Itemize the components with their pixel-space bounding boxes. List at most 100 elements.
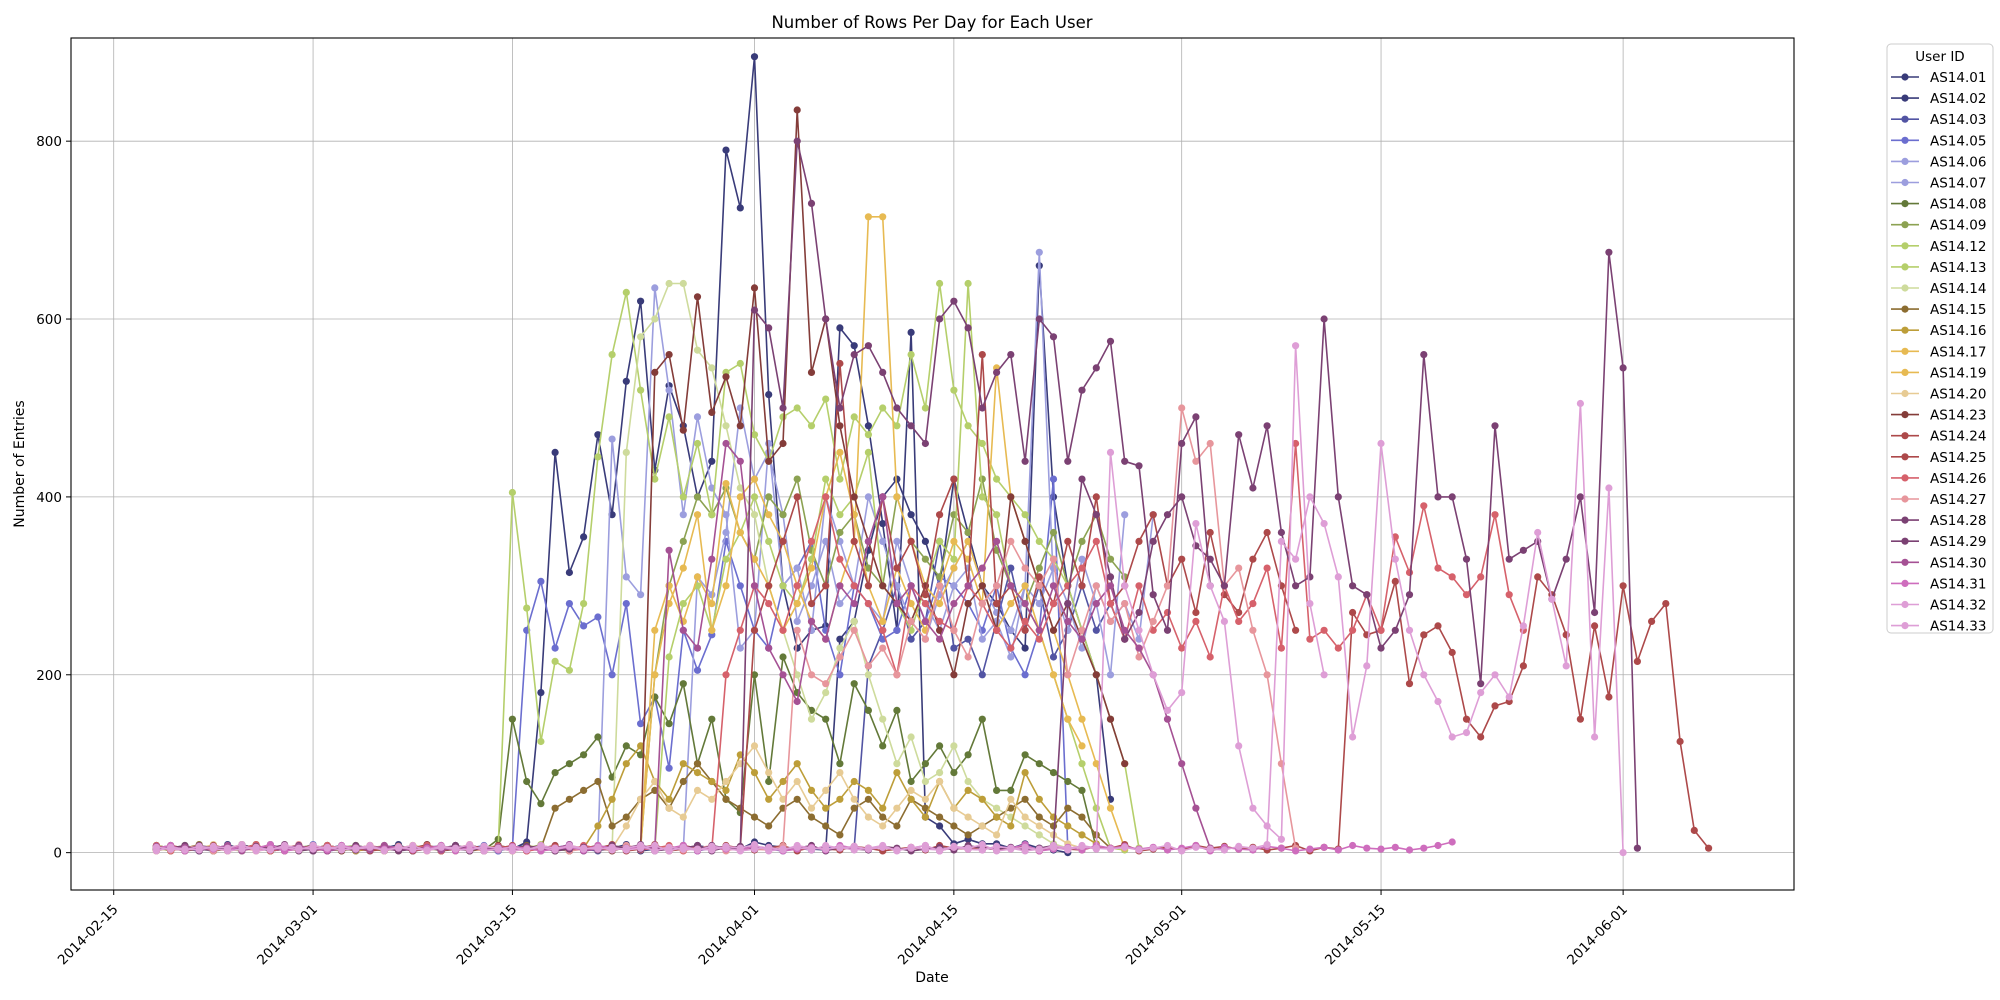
data-point bbox=[879, 644, 887, 652]
data-point bbox=[1035, 760, 1043, 768]
data-point bbox=[822, 582, 830, 590]
data-point bbox=[466, 846, 474, 854]
y-tick-label: 200 bbox=[36, 668, 62, 684]
legend-entry: AS14.08 bbox=[1891, 197, 1986, 213]
data-point bbox=[1448, 648, 1456, 657]
data-point bbox=[1049, 653, 1058, 661]
data-point bbox=[1178, 847, 1186, 855]
data-point bbox=[765, 600, 773, 608]
data-point bbox=[950, 626, 958, 634]
data-point bbox=[1007, 537, 1015, 546]
data-point bbox=[836, 769, 844, 777]
data-point bbox=[1263, 528, 1271, 537]
data-point bbox=[822, 822, 830, 830]
data-point bbox=[822, 804, 830, 812]
data-point bbox=[807, 715, 816, 723]
data-point bbox=[836, 475, 844, 483]
data-point bbox=[295, 844, 303, 852]
legend-label: AS14.14 bbox=[1930, 281, 1986, 297]
data-point bbox=[1078, 760, 1086, 768]
x-tick-label: 2014-02-15 bbox=[55, 902, 122, 969]
data-point bbox=[921, 635, 930, 643]
data-point bbox=[1049, 475, 1058, 483]
data-point bbox=[936, 769, 944, 777]
data-point bbox=[807, 537, 816, 546]
data-point bbox=[651, 368, 659, 376]
data-point bbox=[722, 528, 730, 537]
data-point bbox=[1007, 795, 1015, 803]
data-point bbox=[765, 537, 773, 546]
legend-entry: AS14.24 bbox=[1891, 429, 1986, 445]
data-point bbox=[1434, 622, 1442, 630]
data-point bbox=[893, 769, 901, 777]
data-point bbox=[1021, 813, 1029, 821]
data-point bbox=[1263, 822, 1271, 830]
data-point bbox=[1405, 680, 1414, 688]
legend-swatch-marker bbox=[1901, 453, 1909, 461]
data-point bbox=[850, 351, 858, 359]
data-point bbox=[879, 742, 887, 750]
data-point bbox=[1591, 608, 1599, 617]
data-point bbox=[1505, 693, 1513, 701]
data-point bbox=[950, 644, 958, 652]
data-point bbox=[1035, 573, 1043, 581]
data-point bbox=[950, 475, 958, 483]
data-point bbox=[993, 847, 1001, 855]
data-point bbox=[693, 439, 702, 448]
series-lines bbox=[152, 53, 1713, 857]
data-point bbox=[1405, 626, 1414, 634]
data-point bbox=[1420, 671, 1428, 679]
data-point bbox=[1491, 511, 1499, 519]
data-point bbox=[594, 733, 602, 741]
data-point bbox=[850, 804, 858, 812]
data-point bbox=[964, 279, 972, 288]
data-point bbox=[152, 843, 160, 851]
data-point bbox=[1249, 626, 1257, 634]
data-point bbox=[936, 537, 944, 546]
x-tick-label: 2014-03-15 bbox=[453, 902, 520, 969]
data-point bbox=[893, 564, 901, 572]
data-point bbox=[1163, 706, 1172, 715]
data-point bbox=[1548, 595, 1556, 603]
data-point bbox=[893, 626, 901, 634]
data-point bbox=[793, 671, 801, 679]
data-point bbox=[736, 582, 744, 590]
data-point bbox=[893, 493, 901, 501]
data-point bbox=[1391, 843, 1399, 851]
data-point bbox=[1576, 493, 1584, 501]
data-point bbox=[238, 845, 246, 853]
data-point bbox=[850, 846, 858, 854]
data-point bbox=[807, 844, 816, 852]
data-point bbox=[822, 395, 830, 403]
data-point bbox=[1306, 845, 1314, 853]
data-point bbox=[1135, 608, 1143, 617]
data-point bbox=[1007, 351, 1015, 359]
data-point bbox=[1519, 546, 1527, 554]
data-point bbox=[523, 777, 531, 786]
data-point bbox=[679, 813, 687, 821]
data-point bbox=[565, 795, 574, 803]
legend-label: AS14.28 bbox=[1930, 513, 1986, 529]
data-point bbox=[864, 448, 873, 456]
data-point bbox=[779, 511, 787, 519]
legend-entry: AS14.14 bbox=[1891, 281, 1986, 297]
data-point bbox=[907, 328, 915, 336]
data-point bbox=[793, 617, 801, 626]
data-point bbox=[750, 769, 759, 777]
data-point bbox=[1519, 622, 1527, 630]
data-point bbox=[1178, 689, 1186, 697]
data-point bbox=[1235, 617, 1243, 626]
data-point bbox=[622, 600, 630, 608]
data-point bbox=[423, 846, 431, 854]
data-point bbox=[409, 845, 417, 853]
data-point bbox=[622, 813, 630, 821]
data-point bbox=[665, 413, 673, 421]
data-point bbox=[936, 617, 944, 626]
data-point bbox=[1633, 657, 1641, 666]
data-point bbox=[1249, 844, 1257, 852]
data-point bbox=[807, 199, 816, 207]
data-point bbox=[565, 568, 574, 577]
data-point bbox=[1049, 626, 1058, 634]
legend-swatch-marker bbox=[1901, 136, 1909, 144]
legend-entry: AS14.25 bbox=[1891, 450, 1986, 466]
